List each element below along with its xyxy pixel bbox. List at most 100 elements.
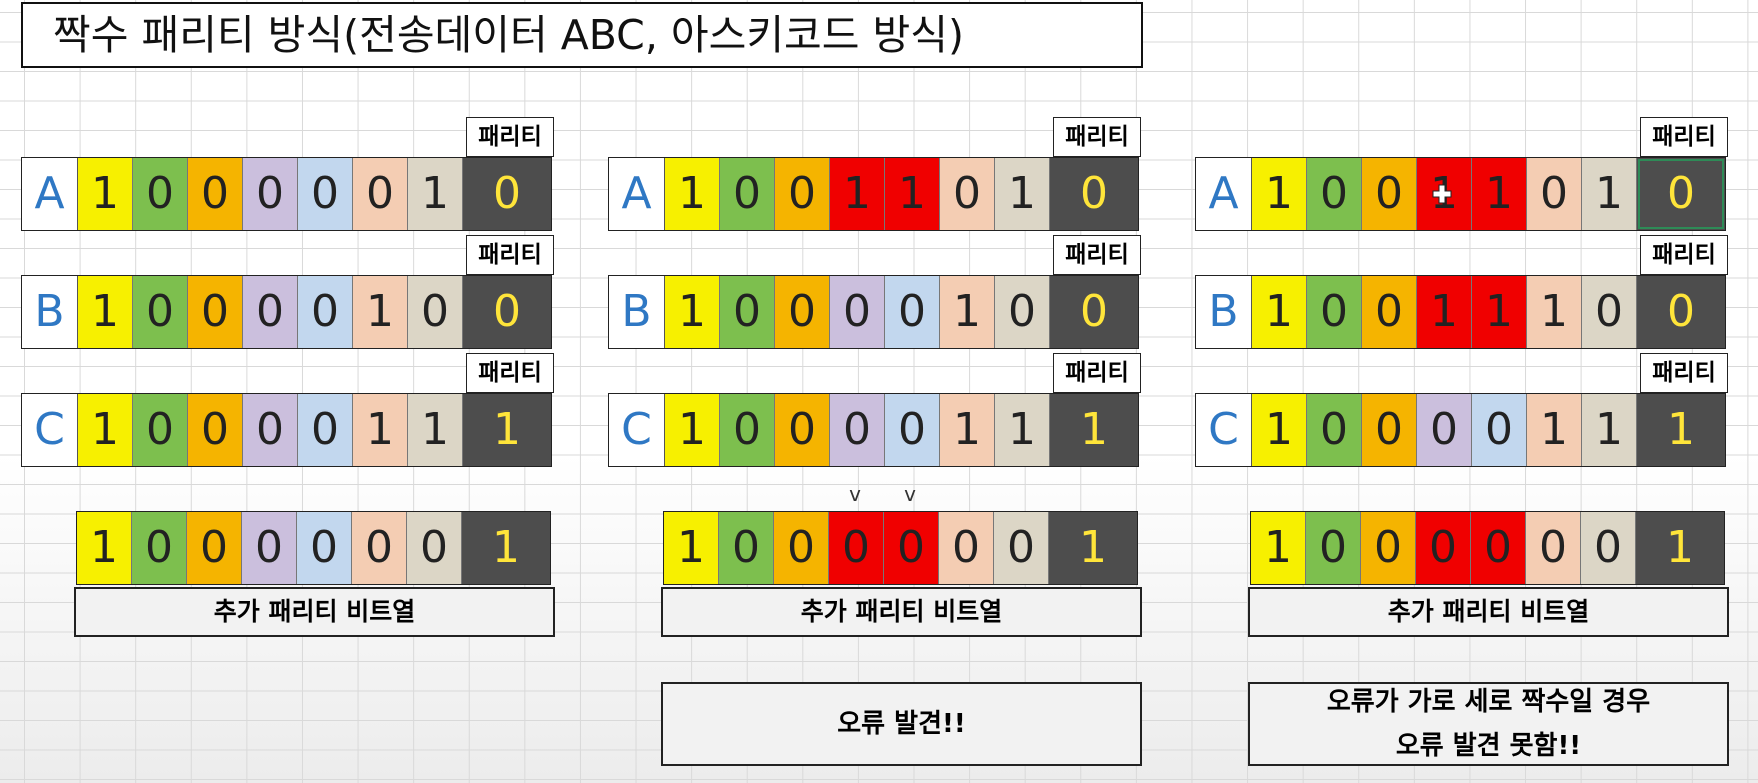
bit-cell[interactable]: 1: [353, 276, 408, 348]
extra-parity-cell[interactable]: 1: [462, 512, 550, 584]
row-label[interactable]: B: [22, 276, 78, 348]
parity-header-label[interactable]: 패리티: [466, 117, 554, 157]
extra-bit-cell[interactable]: 1: [1251, 512, 1306, 584]
bit-cell[interactable]: 1: [1252, 276, 1307, 348]
extra-bit-cell[interactable]: 0: [1416, 512, 1471, 584]
parity-cell[interactable]: 0: [1050, 158, 1138, 230]
parity-cell[interactable]: 0: [463, 276, 551, 348]
bit-cell[interactable]: 0: [995, 276, 1050, 348]
bit-cell[interactable]: 1: [78, 276, 133, 348]
parity-header-label[interactable]: 패리티: [1640, 353, 1728, 393]
extra-bit-cell[interactable]: 0: [132, 512, 187, 584]
extra-bit-cell[interactable]: 0: [719, 512, 774, 584]
extra-bit-cell[interactable]: 0: [1526, 512, 1581, 584]
bit-cell[interactable]: 0: [188, 158, 243, 230]
parity-bitstring-caption[interactable]: 추가 패리티 비트열: [661, 587, 1142, 637]
bit-cell[interactable]: 1: [665, 394, 720, 466]
bit-cell[interactable]: 0: [1582, 276, 1637, 348]
parity-cell[interactable]: 1: [1637, 394, 1725, 466]
bit-cell[interactable]: 1: [1527, 276, 1582, 348]
bit-cell[interactable]: 0: [720, 276, 775, 348]
parity-cell[interactable]: 0: [1637, 158, 1725, 230]
extra-bit-cell[interactable]: 0: [939, 512, 994, 584]
bit-cell[interactable]: 0: [775, 394, 830, 466]
extra-bit-cell[interactable]: 0: [187, 512, 242, 584]
extra-bit-cell[interactable]: 0: [407, 512, 462, 584]
bit-cell[interactable]: 0: [1307, 394, 1362, 466]
result-note[interactable]: 오류가 가로 세로 짝수일 경우 오류 발견 못함!!: [1248, 682, 1729, 766]
bit-cell[interactable]: 0: [298, 158, 353, 230]
bit-cell[interactable]: 0: [133, 276, 188, 348]
parity-cell[interactable]: 1: [463, 394, 551, 466]
extra-bit-cell[interactable]: 1: [664, 512, 719, 584]
bit-cell[interactable]: 1: [78, 394, 133, 466]
bit-cell[interactable]: 0: [885, 394, 940, 466]
bit-cell[interactable]: 0: [188, 276, 243, 348]
bit-cell[interactable]: 0: [298, 394, 353, 466]
bit-cell[interactable]: 1: [885, 158, 940, 230]
row-label[interactable]: A: [22, 158, 78, 230]
bit-cell[interactable]: 1: [408, 158, 463, 230]
bit-cell[interactable]: 0: [1362, 158, 1417, 230]
parity-cell[interactable]: 1: [1050, 394, 1138, 466]
parity-header-label[interactable]: 패리티: [1053, 235, 1141, 275]
bit-cell[interactable]: 0: [1362, 276, 1417, 348]
bit-cell[interactable]: 0: [408, 276, 463, 348]
bit-cell[interactable]: 1: [353, 394, 408, 466]
parity-header-label[interactable]: 패리티: [466, 353, 554, 393]
bit-cell[interactable]: 1: [665, 276, 720, 348]
bit-cell[interactable]: 1: [1252, 158, 1307, 230]
extra-bit-cell[interactable]: 0: [994, 512, 1049, 584]
extra-bit-cell[interactable]: 0: [884, 512, 939, 584]
bit-cell[interactable]: 1: [1417, 276, 1472, 348]
bit-cell[interactable]: 1: [1252, 394, 1307, 466]
bit-cell[interactable]: 0: [775, 158, 830, 230]
bit-cell[interactable]: 1: [995, 394, 1050, 466]
row-label[interactable]: C: [22, 394, 78, 466]
bit-cell[interactable]: 0: [775, 276, 830, 348]
row-label[interactable]: C: [609, 394, 665, 466]
bit-cell[interactable]: 1: [1472, 158, 1527, 230]
bit-cell[interactable]: 0: [298, 276, 353, 348]
parity-header-label[interactable]: 패리티: [466, 235, 554, 275]
bit-cell[interactable]: 0: [1527, 158, 1582, 230]
extra-bit-cell[interactable]: 0: [1306, 512, 1361, 584]
bit-cell[interactable]: 0: [1417, 394, 1472, 466]
bit-cell[interactable]: 0: [885, 276, 940, 348]
bit-cell[interactable]: 0: [940, 158, 995, 230]
bit-cell[interactable]: 1: [995, 158, 1050, 230]
bit-cell[interactable]: 1: [408, 394, 463, 466]
bit-cell[interactable]: 1: [665, 158, 720, 230]
row-label[interactable]: A: [1196, 158, 1252, 230]
extra-bit-cell[interactable]: 0: [242, 512, 297, 584]
extra-bit-cell[interactable]: 0: [829, 512, 884, 584]
bit-cell[interactable]: 0: [720, 394, 775, 466]
bit-cell[interactable]: 1: [1582, 158, 1637, 230]
bit-cell[interactable]: 1: [940, 276, 995, 348]
extra-bit-cell[interactable]: 1: [77, 512, 132, 584]
extra-bit-cell[interactable]: 0: [1581, 512, 1636, 584]
bit-cell[interactable]: 1: [1472, 276, 1527, 348]
parity-cell[interactable]: 0: [463, 158, 551, 230]
bit-cell[interactable]: 0: [830, 276, 885, 348]
parity-bitstring-caption[interactable]: 추가 패리티 비트열: [1248, 587, 1729, 637]
result-note[interactable]: 오류 발견!!: [661, 682, 1142, 766]
parity-header-label[interactable]: 패리티: [1053, 353, 1141, 393]
parity-header-label[interactable]: 패리티: [1640, 235, 1728, 275]
bit-cell[interactable]: 1: [1417, 158, 1472, 230]
parity-header-label[interactable]: 패리티: [1640, 117, 1728, 157]
row-label[interactable]: A: [609, 158, 665, 230]
extra-parity-cell[interactable]: 1: [1636, 512, 1724, 584]
bit-cell[interactable]: 0: [133, 394, 188, 466]
bit-cell[interactable]: 1: [1527, 394, 1582, 466]
parity-cell[interactable]: 0: [1637, 276, 1725, 348]
parity-header-label[interactable]: 패리티: [1053, 117, 1141, 157]
parity-cell[interactable]: 0: [1050, 276, 1138, 348]
bit-cell[interactable]: 0: [243, 158, 298, 230]
extra-bit-cell[interactable]: 0: [297, 512, 352, 584]
bit-cell[interactable]: 1: [940, 394, 995, 466]
row-label[interactable]: B: [1196, 276, 1252, 348]
row-label[interactable]: B: [609, 276, 665, 348]
bit-cell[interactable]: 1: [830, 158, 885, 230]
